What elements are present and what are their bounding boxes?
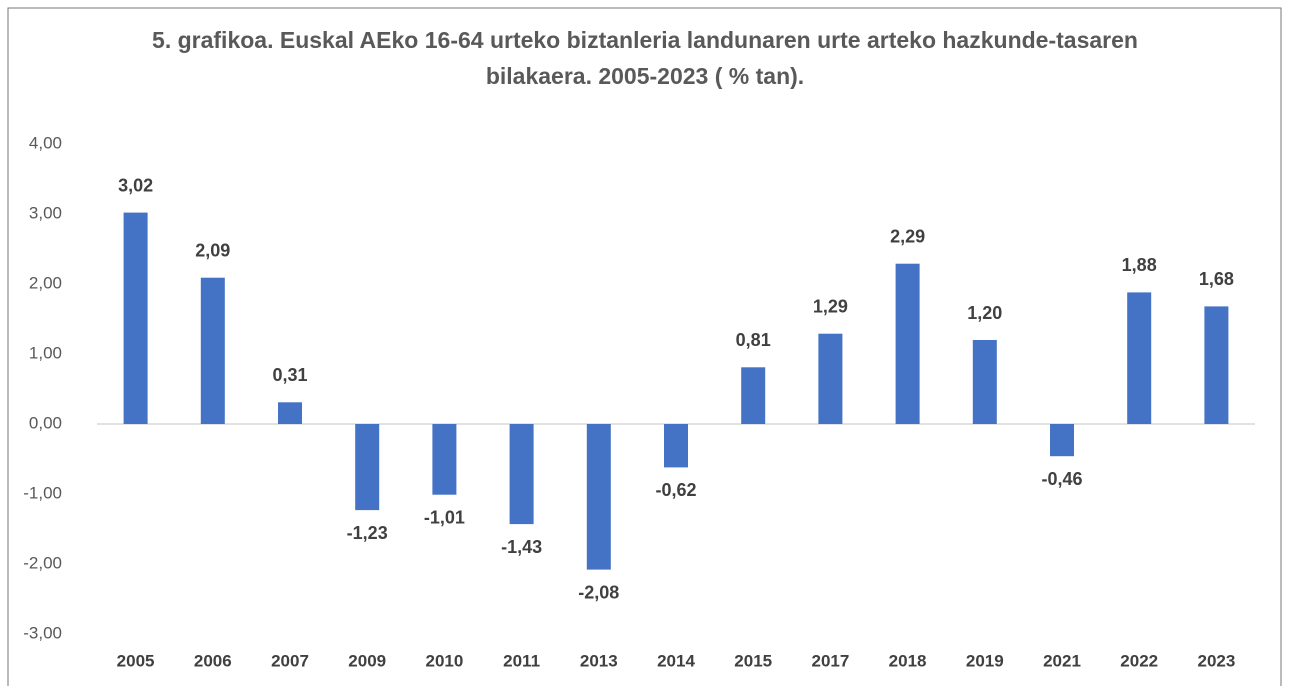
chart-title: 5. grafikoa. Euskal AEko 16-64 urteko bi… (152, 27, 1138, 89)
bar (1204, 306, 1229, 424)
y-tick-label: 0,00 (29, 413, 62, 432)
value-label: -1,43 (501, 537, 542, 557)
bar (1127, 292, 1152, 424)
y-tick-label: -2,00 (23, 553, 62, 572)
y-tick-label: -1,00 (23, 483, 62, 502)
bar (895, 263, 920, 424)
value-label: 1,68 (1199, 269, 1234, 289)
bar (664, 424, 688, 468)
bar (278, 402, 302, 424)
x-tick-label: 2015 (734, 651, 772, 670)
value-label: -1,01 (424, 507, 465, 527)
x-tick-label: 2010 (425, 651, 463, 670)
value-label: -0,62 (655, 480, 696, 500)
chart-frame (7, 7, 1282, 686)
value-label: 2,29 (890, 226, 925, 246)
bar (355, 424, 380, 511)
bar (123, 212, 148, 424)
x-tick-label: 2019 (966, 651, 1004, 670)
value-label: 3,02 (118, 175, 153, 195)
x-tick-label: 2014 (657, 651, 695, 670)
bar (1050, 424, 1074, 457)
value-label: 0,81 (736, 330, 771, 350)
value-label: -2,08 (578, 582, 619, 602)
value-label: 1,29 (813, 296, 848, 316)
x-tick-label: 2006 (194, 651, 232, 670)
y-tick-label: 4,00 (29, 133, 62, 152)
value-label: 1,20 (967, 303, 1002, 323)
y-tick-label: 2,00 (29, 273, 62, 292)
value-label: -0,46 (1041, 469, 1082, 489)
x-tick-label: 2007 (271, 651, 309, 670)
x-tick-label: 2023 (1197, 651, 1235, 670)
x-tick-label: 2011 (503, 651, 540, 670)
bar (509, 424, 534, 525)
bar (818, 333, 843, 424)
value-label: -1,23 (347, 523, 388, 543)
bar (432, 424, 457, 495)
bar (741, 367, 766, 424)
x-tick-label: 2005 (117, 651, 155, 670)
value-label: 2,09 (195, 240, 230, 260)
x-tick-label: 2009 (348, 651, 386, 670)
value-label: 0,31 (272, 365, 307, 385)
x-tick-label: 2021 (1043, 651, 1081, 670)
x-tick-label: 2013 (580, 651, 618, 670)
value-label: 1,88 (1122, 255, 1157, 275)
bar (972, 340, 997, 424)
y-tick-label: 1,00 (29, 343, 62, 362)
y-tick-label: -3,00 (23, 623, 62, 642)
x-tick-label: 2018 (889, 651, 927, 670)
x-tick-label: 2017 (811, 651, 849, 670)
bar (586, 424, 611, 570)
y-tick-label: 3,00 (29, 203, 62, 222)
x-tick-label: 2022 (1120, 651, 1158, 670)
bar (200, 277, 225, 424)
